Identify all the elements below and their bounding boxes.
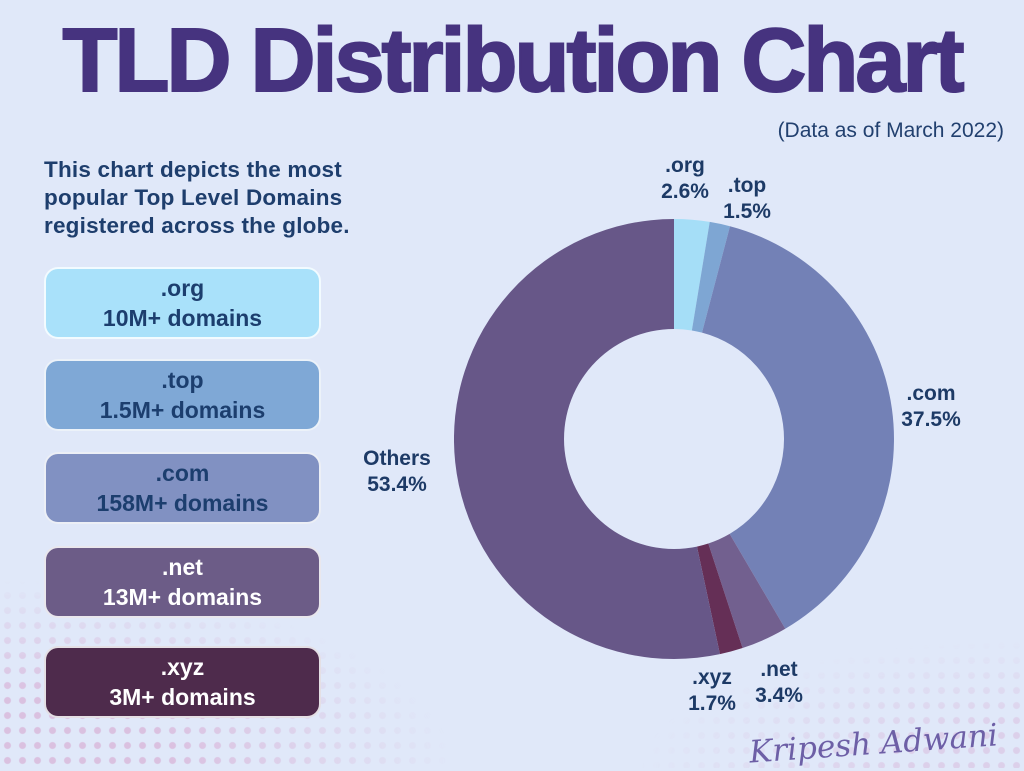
legend-domains-label: 1.5M+ domains (99, 397, 266, 423)
legend: .org 10M+ domains .top 1.5M+ domains .co… (44, 0, 321, 768)
donut-slice-org (674, 219, 710, 331)
donut-slice-com (702, 226, 894, 629)
legend-domains-label: 10M+ domains (102, 305, 263, 331)
author-signature: Kripesh Adwani (748, 717, 999, 771)
slice-pct-label: 1.5% (723, 200, 771, 223)
slice-label-org: .org 2.6% (637, 153, 733, 205)
legend-domains-label: 3M+ domains (109, 684, 256, 710)
slice-label-xyz: .xyz 1.7% (664, 665, 760, 717)
legend-item-org: .org 10M+ domains (44, 267, 321, 339)
legend-item-net: .net 13M+ domains (44, 546, 321, 618)
donut-slice-xyz (696, 543, 743, 655)
legend-tld-label: .com (155, 460, 210, 486)
donut-slice-others (454, 219, 720, 659)
donut-slice-net (708, 533, 786, 649)
slice-tld-label: .top (727, 174, 767, 197)
slice-tld-label: .xyz (692, 666, 732, 689)
donut-slice-top (691, 221, 730, 333)
slice-tld-label: .org (665, 154, 705, 177)
legend-item-top: .top 1.5M+ domains (44, 359, 321, 431)
slice-pct-label: 37.5% (901, 408, 961, 431)
legend-domains-label: 13M+ domains (102, 584, 263, 610)
slice-label-com: .com 37.5% (883, 381, 979, 433)
slice-label-net: .net 3.4% (731, 657, 827, 709)
slice-label-others: Others 53.4% (349, 446, 445, 498)
legend-tld-label: .net (162, 554, 203, 580)
slice-pct-label: 1.7% (688, 692, 736, 715)
slice-pct-label: 3.4% (755, 684, 803, 707)
legend-tld-label: .top (161, 367, 204, 393)
slice-tld-label: .com (906, 382, 956, 405)
legend-item-com: .com 158M+ domains (44, 452, 321, 524)
slice-tld-label: .net (760, 658, 798, 681)
data-as-of-note: (Data as of March 2022) (777, 119, 1004, 142)
legend-tld-label: .org (160, 275, 205, 301)
chart-description: This chart depicts the most popular Top … (44, 157, 350, 238)
slice-pct-label: 53.4% (367, 473, 427, 496)
legend-tld-label: .xyz (160, 654, 205, 680)
slice-tld-label: Others (363, 447, 431, 470)
slice-label-top: .top 1.5% (699, 173, 795, 225)
slice-pct-label: 2.6% (661, 180, 709, 203)
donut-chart-svg (454, 219, 894, 659)
legend-domains-label: 158M+ domains (96, 490, 269, 516)
legend-item-xyz: .xyz 3M+ domains (44, 646, 321, 718)
page-title: TLD Distribution Chart (62, 11, 966, 111)
